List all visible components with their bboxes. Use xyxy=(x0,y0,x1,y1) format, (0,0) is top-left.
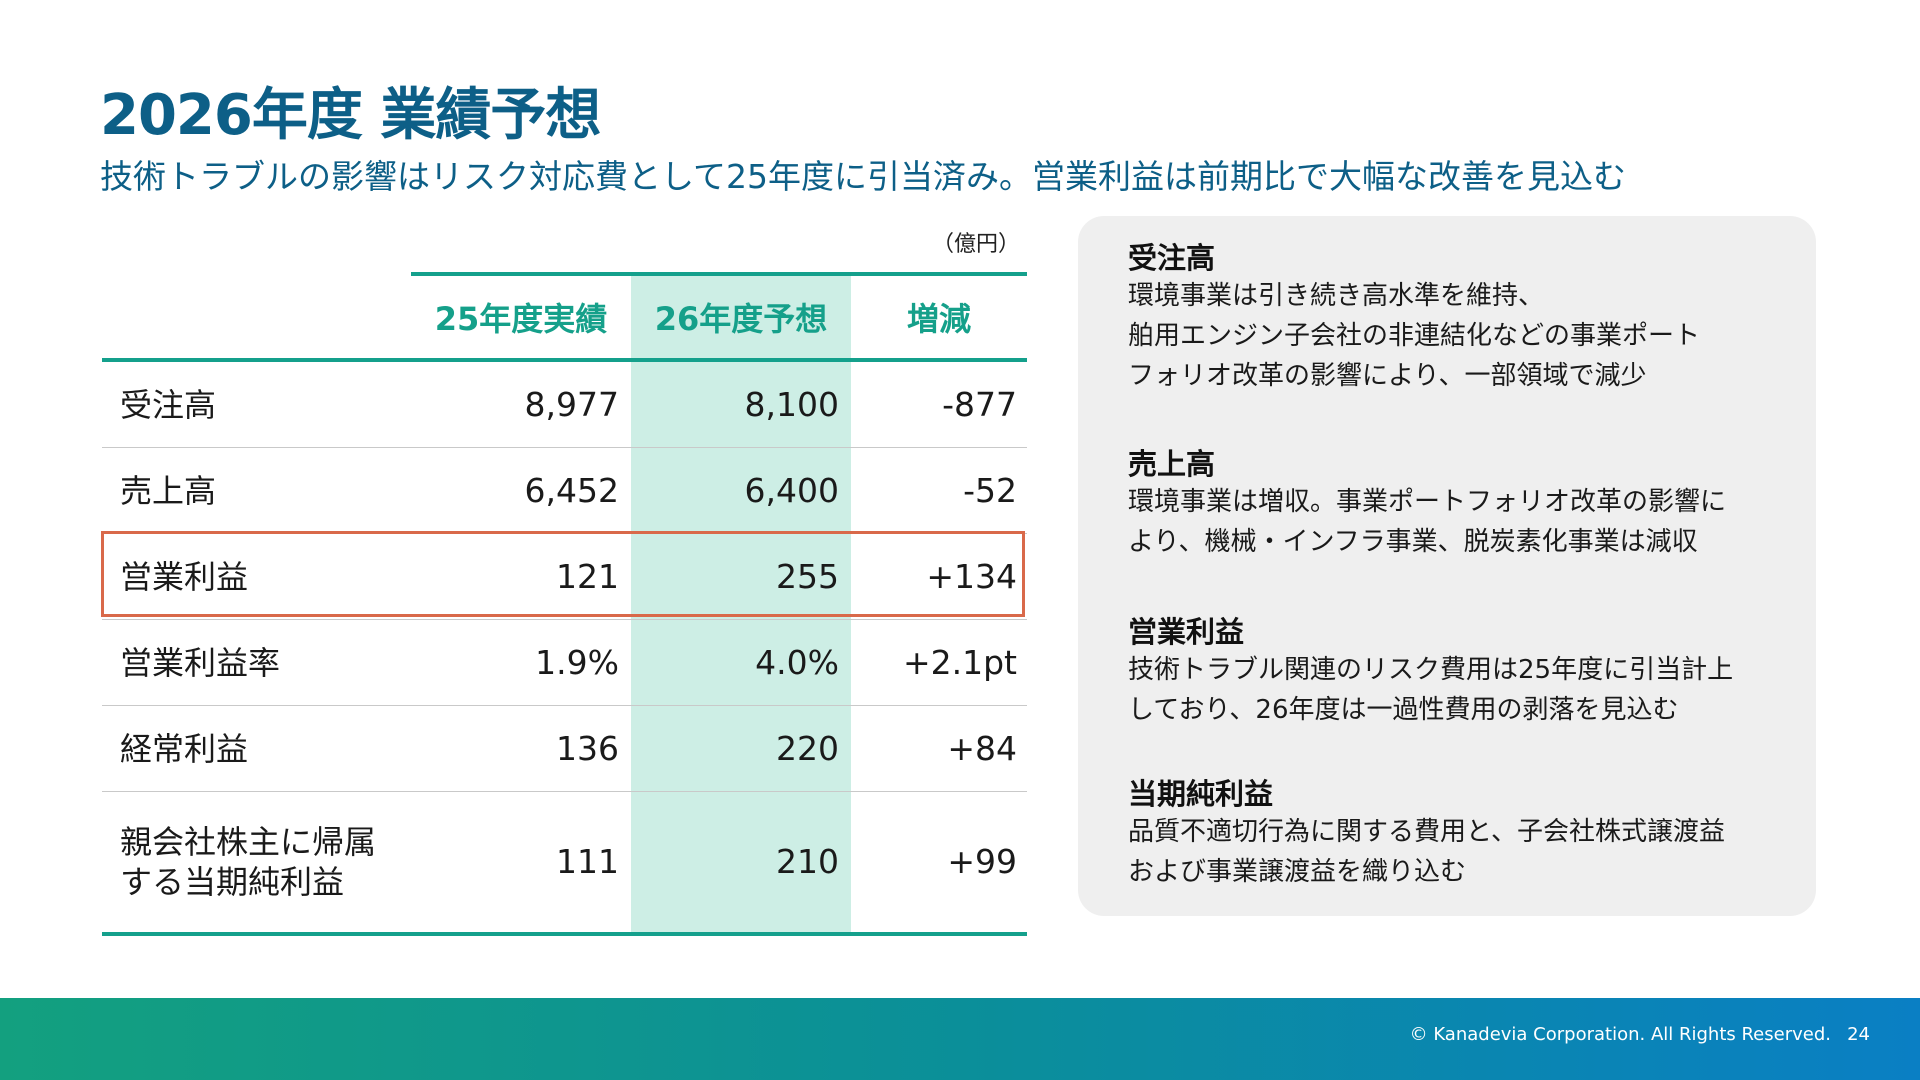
fy25-value: 111 xyxy=(556,842,619,881)
forecast-table: 25年度実績 26年度予想 増減 受注高 8,977 8,100 -877 売上… xyxy=(102,272,1027,936)
row-label: 親会社株主に帰属 する当期純利益 xyxy=(120,823,377,901)
note-orders: 受注高 環境事業は引き続き高水準を維持、 舶用エンジン子会社の非連結化などの事業… xyxy=(1128,240,1700,396)
table-row: 営業利益 121 255 +134 xyxy=(102,534,1027,620)
page-subtitle: 技術トラブルの影響はリスク対応費として25年度に引当済み。営業利益は前期比で大幅… xyxy=(100,157,1627,196)
note-heading: 売上高 xyxy=(1128,447,1216,481)
note-heading: 受注高 xyxy=(1128,241,1216,275)
note-body: 環境事業は引き続き高水準を維持、 舶用エンジン子会社の非連結化などの事業ポート … xyxy=(1128,281,1701,391)
fy25-value: 121 xyxy=(556,557,619,596)
header-top-rule xyxy=(411,272,1027,276)
note-operating-profit: 営業利益 技術トラブル関連のリスク費用は25年度に引当計上 しており、26年度は… xyxy=(1128,614,1733,730)
table-row: 受注高 8,977 8,100 -877 xyxy=(102,362,1027,448)
table-bottom-rule xyxy=(102,932,1027,936)
row-label: 経常利益 xyxy=(120,729,249,768)
change-value: +84 xyxy=(947,729,1017,768)
forecast-column-shade xyxy=(631,620,851,705)
change-value: -877 xyxy=(942,385,1017,424)
note-heading: 当期純利益 xyxy=(1128,777,1274,811)
header-fy25-actual: 25年度実績 xyxy=(434,300,608,338)
page-number: 24 xyxy=(1847,1024,1870,1045)
forecast-column-shade xyxy=(631,362,851,447)
note-net-income: 当期純利益 品質不適切行為に関する費用と、子会社株式譲渡益 および事業譲渡益を織… xyxy=(1128,776,1725,892)
copyright-text: © Kanadevia Corporation. All Rights Rese… xyxy=(1409,1024,1831,1045)
change-value: +2.1pt xyxy=(902,643,1017,682)
fy25-value: 6,452 xyxy=(524,471,619,510)
fy25-value: 136 xyxy=(556,729,619,768)
table-header: 25年度実績 26年度予想 増減 xyxy=(102,272,1027,362)
notes-panel: 受注高 環境事業は引き続き高水準を維持、 舶用エンジン子会社の非連結化などの事業… xyxy=(1078,216,1816,916)
page-title: 2026年度 業績予想 xyxy=(100,83,601,148)
forecast-column-shade xyxy=(631,448,851,533)
table-row: 営業利益率 1.9% 4.0% +2.1pt xyxy=(102,620,1027,706)
fy25-value: 8,977 xyxy=(524,385,619,424)
operating-profit-highlight xyxy=(101,531,1025,617)
change-value: -52 xyxy=(963,471,1017,510)
note-heading: 営業利益 xyxy=(1128,615,1245,649)
unit-label: （億円） xyxy=(932,232,1021,257)
footer-bar: © Kanadevia Corporation. All Rights Rese… xyxy=(0,998,1920,1080)
forecast-column-shade xyxy=(631,706,851,791)
fy26-value: 4.0% xyxy=(755,643,839,682)
fy26-value: 255 xyxy=(776,557,839,596)
table-row: 経常利益 136 220 +84 xyxy=(102,706,1027,792)
note-body: 品質不適切行為に関する費用と、子会社株式譲渡益 および事業譲渡益を織り込む xyxy=(1128,817,1725,887)
fy26-value: 210 xyxy=(776,842,839,881)
note-body: 技術トラブル関連のリスク費用は25年度に引当計上 しており、26年度は一過性費用… xyxy=(1128,655,1734,725)
header-bottom-rule xyxy=(102,358,1027,362)
change-value: +134 xyxy=(926,557,1017,596)
forecast-column-shade xyxy=(631,534,851,619)
fy26-value: 220 xyxy=(776,729,839,768)
row-label: 売上高 xyxy=(120,471,217,510)
fy26-value: 8,100 xyxy=(744,385,839,424)
forecast-column-shade xyxy=(631,792,851,932)
change-value: +99 xyxy=(947,842,1017,881)
table-row: 親会社株主に帰属 する当期純利益 111 210 +99 xyxy=(102,792,1027,932)
note-body: 環境事業は増収。事業ポートフォリオ改革の影響に より、機械・インフラ事業、脱炭素… xyxy=(1128,487,1727,557)
table-row: 売上高 6,452 6,400 -52 xyxy=(102,448,1027,534)
fy26-value: 6,400 xyxy=(744,471,839,510)
row-label: 営業利益率 xyxy=(120,643,281,682)
header-fy26-forecast: 26年度予想 xyxy=(631,276,851,362)
note-sales: 売上高 環境事業は増収。事業ポートフォリオ改革の影響に より、機械・インフラ事業… xyxy=(1128,446,1726,562)
row-label: 営業利益 xyxy=(120,557,249,596)
fy25-value: 1.9% xyxy=(535,643,619,682)
header-change: 増減 xyxy=(906,300,971,338)
row-label: 受注高 xyxy=(120,385,217,424)
